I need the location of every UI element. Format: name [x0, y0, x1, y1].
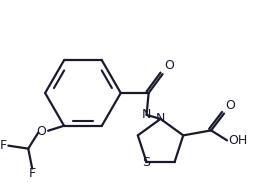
Text: N: N [142, 108, 151, 121]
Text: O: O [36, 125, 46, 138]
Text: F: F [0, 139, 7, 152]
Text: O: O [165, 59, 174, 72]
Text: OH: OH [228, 134, 247, 147]
Text: F: F [29, 167, 36, 180]
Text: N: N [156, 112, 165, 125]
Text: O: O [225, 98, 235, 112]
Text: S: S [143, 156, 150, 168]
